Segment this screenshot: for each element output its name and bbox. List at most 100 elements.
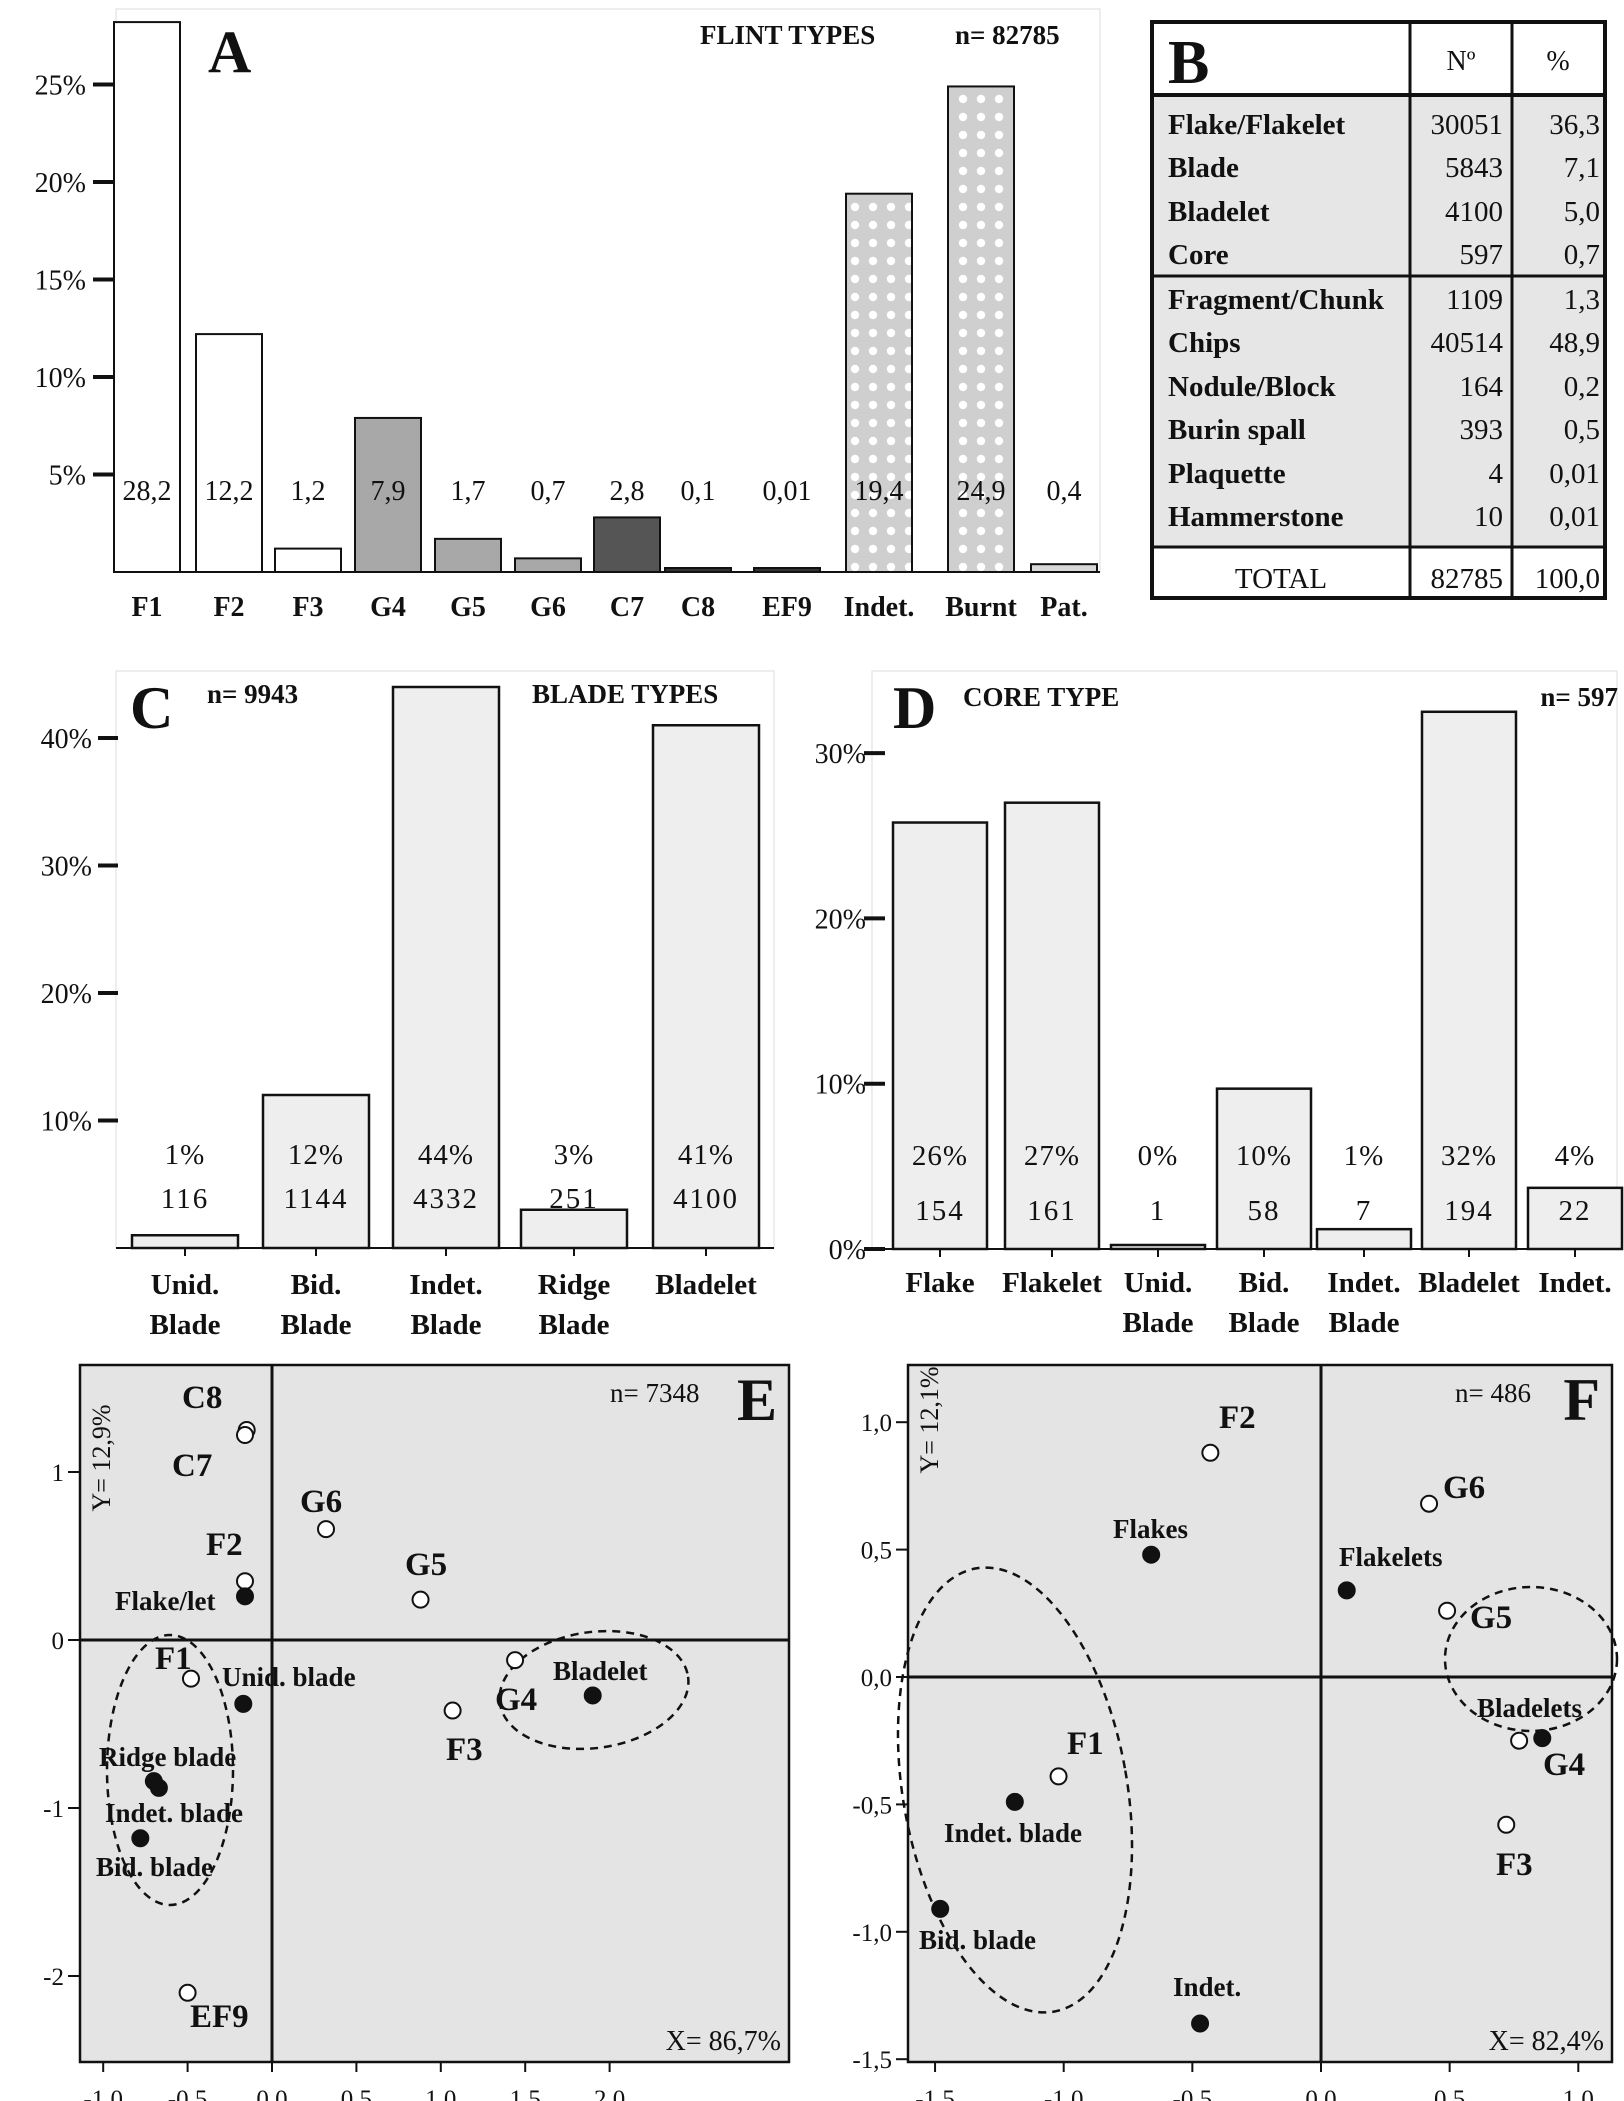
table-row-percent: 48,9 <box>1549 327 1600 359</box>
bar-Pat. <box>1030 563 1098 574</box>
filled-point <box>583 1686 602 1705</box>
open-point <box>1497 1815 1516 1834</box>
table-row-label: Plaquette <box>1168 458 1286 490</box>
open-point <box>1201 1443 1220 1462</box>
point-label: Flake/let <box>115 1586 215 1616</box>
open-point <box>181 1669 200 1688</box>
filled-point <box>1005 1792 1024 1811</box>
x-tick-label: F1 <box>131 592 162 623</box>
count-label: 116 <box>161 1183 209 1215</box>
value-label: 7,9 <box>371 476 406 507</box>
table-row-label: Fragment/Chunk <box>1168 284 1385 316</box>
panel-letter: C <box>130 675 173 741</box>
point-label: Bladelet <box>553 1656 648 1686</box>
percent-label: 10% <box>1236 1140 1292 1172</box>
percent-label: 12% <box>288 1139 344 1171</box>
table-header-percent: % <box>1546 46 1569 77</box>
y-tick-label: 1 <box>52 1460 65 1487</box>
table-row-label: Burin spall <box>1168 414 1306 446</box>
point-label: G5 <box>405 1547 447 1583</box>
filled-point <box>1142 1545 1161 1564</box>
x-tick-label: C8 <box>681 592 715 623</box>
panel-letter: F <box>1563 1367 1600 1433</box>
value-label: 24,9 <box>957 476 1006 507</box>
open-point <box>1438 1601 1457 1620</box>
point-label: F3 <box>1496 1847 1533 1883</box>
x-tick-label: -0,5 <box>168 2086 208 2101</box>
point-label: Indet. blade <box>105 1798 243 1828</box>
percent-label: 41% <box>678 1139 734 1171</box>
table-row-percent: 5,0 <box>1564 196 1600 228</box>
y-tick-label: 0% <box>829 1235 866 1266</box>
x-variance-label: X= 82,4% <box>1489 2026 1604 2057</box>
open-point <box>1049 1767 1068 1786</box>
filled-point <box>1533 1729 1552 1748</box>
value-label: 0,01 <box>763 476 812 507</box>
count-label: 154 <box>915 1195 965 1227</box>
point-label: G5 <box>1470 1600 1512 1636</box>
percent-label: 0% <box>1138 1140 1179 1172</box>
grouping-ellipse <box>498 1629 690 1751</box>
value-label: 1,7 <box>451 476 486 507</box>
point-label: G4 <box>495 1682 537 1718</box>
open-point <box>317 1520 336 1539</box>
bar-C7 <box>593 516 661 574</box>
y-tick-label: 40% <box>41 724 92 755</box>
value-label: 0,7 <box>531 476 566 507</box>
open-point <box>235 1572 254 1591</box>
count-label: 22 <box>1559 1195 1592 1227</box>
x-tick-label: Bid. <box>1239 1267 1290 1299</box>
open-point <box>1510 1731 1529 1750</box>
bar-Indet. <box>845 192 913 573</box>
y-tick-label: -2 <box>43 1964 64 1991</box>
x-tick-label: Burnt <box>945 592 1017 623</box>
table-shade <box>1153 95 1604 548</box>
x-tick-label: Blade <box>150 1309 221 1341</box>
x-tick-label: Flakelet <box>1002 1267 1102 1299</box>
filled-point <box>931 1899 950 1918</box>
n-label: n= 7348 <box>610 1378 699 1408</box>
y-tick-label: 1,0 <box>861 1410 892 1437</box>
point-label: F3 <box>446 1732 483 1768</box>
point-label: F1 <box>1067 1726 1104 1762</box>
filled-point <box>234 1694 253 1713</box>
point-label: G6 <box>1443 1470 1485 1506</box>
panel-d-core-type: D CORE TYPE n= 5970%10%20%30%26%154Flake27… <box>815 670 1624 1339</box>
x-tick-label: Unid. <box>1124 1267 1193 1299</box>
bar-F3 <box>274 547 342 573</box>
percent-label: 44% <box>418 1139 474 1171</box>
x-tick-label: F2 <box>213 592 244 623</box>
y-tick-label: -1,5 <box>852 2047 892 2074</box>
x-tick-label: Flake <box>905 1267 974 1299</box>
count-label: 1144 <box>284 1183 349 1215</box>
x-tick-label: 0,0 <box>1305 2086 1336 2101</box>
open-point <box>235 1426 254 1445</box>
table-row-percent: 0,01 <box>1549 458 1600 490</box>
x-tick-label: -0,5 <box>1173 2086 1213 2101</box>
n-label: n= 597 <box>1540 682 1618 712</box>
x-tick-label: Indet. <box>844 592 915 623</box>
bar-F1 <box>113 21 181 574</box>
x-tick-label: Indet. <box>1327 1267 1400 1299</box>
point-label: EF9 <box>190 1999 249 2035</box>
x-tick-label: G6 <box>530 592 566 623</box>
table-row-count: 10 <box>1474 501 1503 533</box>
x-tick-label: Bladelet <box>1418 1267 1520 1299</box>
x-tick-label: Blade <box>539 1309 610 1341</box>
bar-G6 <box>514 557 582 573</box>
point-label: F2 <box>1219 1400 1256 1436</box>
table-total-count: 82785 <box>1431 563 1504 595</box>
table-row-count: 1109 <box>1446 284 1503 316</box>
table-row-label: Nodule/Block <box>1168 371 1336 403</box>
bar-C8 <box>664 567 732 573</box>
table-row-percent: 1,3 <box>1564 284 1600 316</box>
value-label: 0,1 <box>681 476 716 507</box>
y-tick-label: 5% <box>49 461 86 492</box>
open-point <box>411 1590 430 1609</box>
x-tick-label: Blade <box>1229 1307 1300 1339</box>
plot-frame <box>78 1363 791 2064</box>
point-label: Bladelets <box>1477 1693 1582 1723</box>
panel-a-flint-types: A FLINT TYPES n= 82785 5% 10% 15% 20% 25% 28,2 F1… <box>35 8 1101 623</box>
point-label: Flakes <box>1113 1514 1188 1544</box>
table-row-count: 30051 <box>1431 109 1504 141</box>
